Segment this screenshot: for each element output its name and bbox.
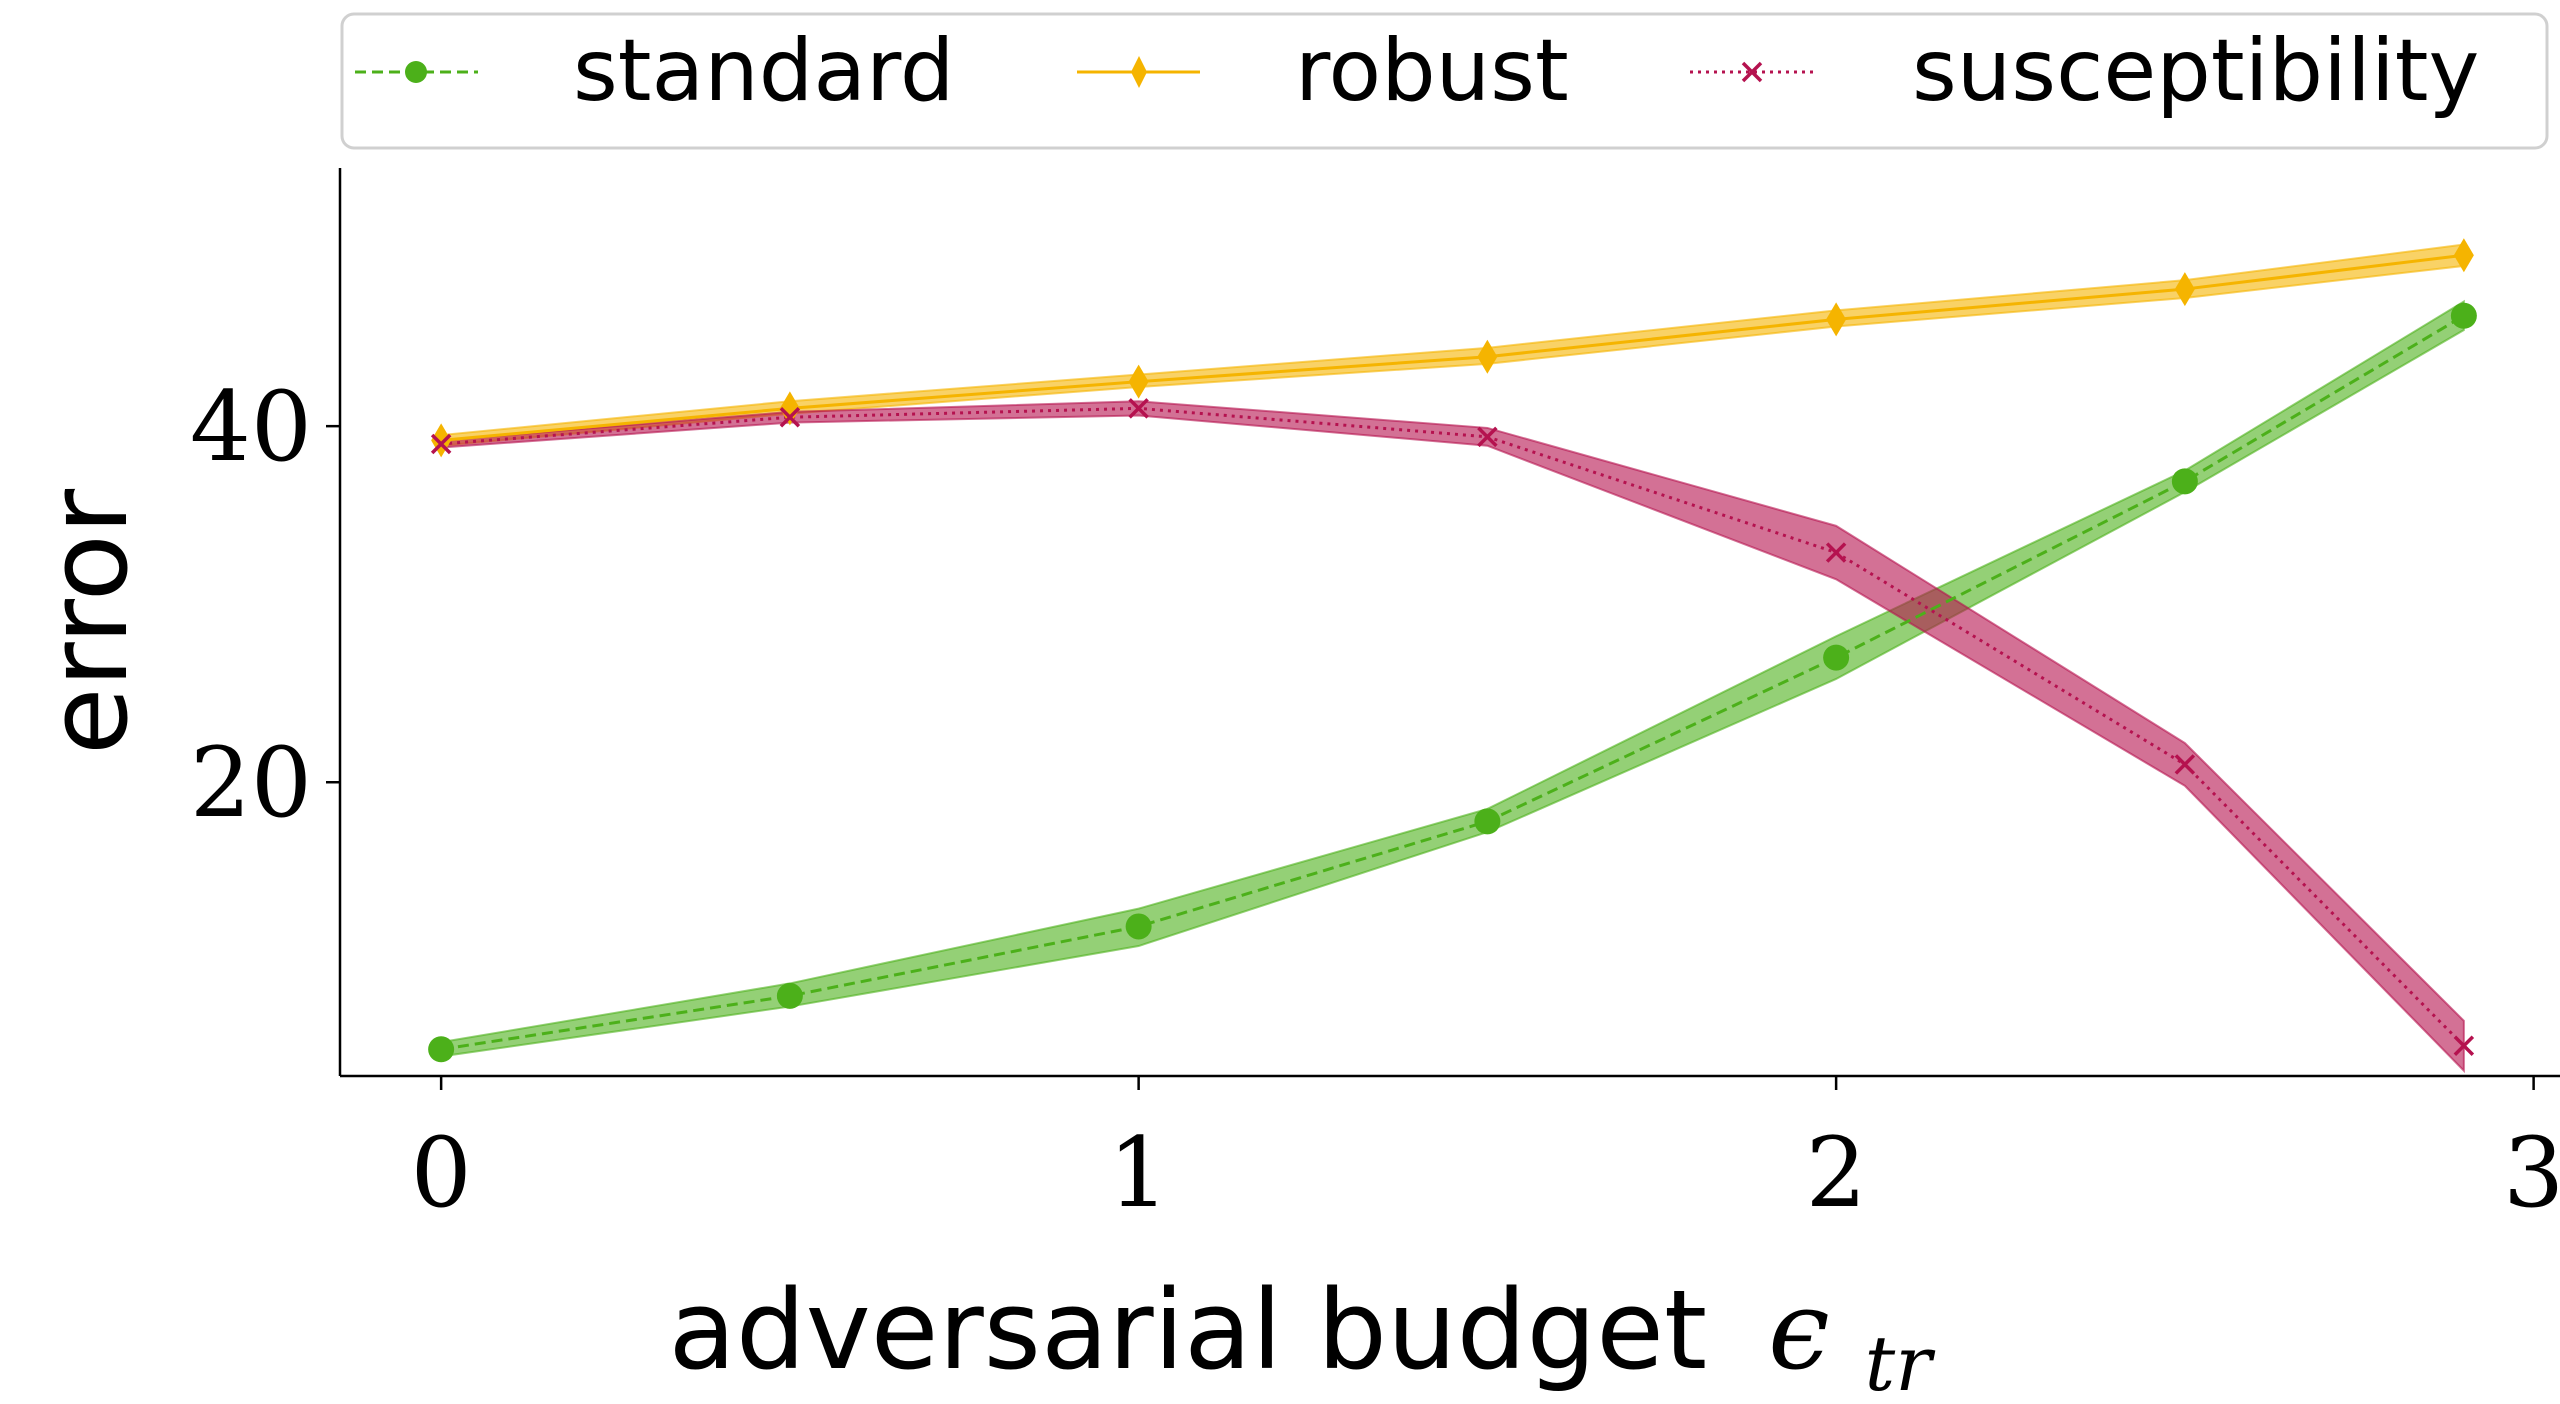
point-susceptibility (430, 433, 452, 455)
legend-marker-susceptibility (1741, 61, 1763, 83)
x-tick-label: 3 (2503, 1117, 2560, 1229)
legend-label-robust: robust (1295, 21, 1569, 121)
legend-frame (340, 12, 2549, 150)
legend-entry-robust: robust (1077, 21, 1569, 121)
point-susceptibility (2174, 754, 2196, 775)
x-tick-label: 2 (1806, 1117, 1867, 1229)
x-ticks: 0 1 2 3 (411, 1076, 2560, 1229)
point-susceptibility (779, 407, 801, 428)
legend-label-standard: standard (573, 21, 954, 121)
legend-entry-standard: standard (355, 21, 954, 121)
legend-label-susceptibility: susceptibility (1912, 21, 2479, 121)
point-susceptibility (2453, 1035, 2475, 1056)
point-susceptibility (1128, 398, 1149, 419)
point-standard (1823, 644, 1850, 671)
y-tick-label: 40 (190, 371, 312, 483)
x-axis-label: adversarial budget ϵ tr (668, 1266, 1936, 1404)
point-robust (1826, 302, 1847, 337)
legend: standard robust susceptibility (340, 12, 2549, 150)
x-axis-label-text: adversarial budget (668, 1266, 1707, 1394)
legend-marker-robust (1131, 56, 1147, 88)
y-axis-label: error (24, 488, 152, 755)
band-susceptibility (440, 400, 2465, 1074)
point-susceptibility (1477, 426, 1498, 448)
confidence-bands (440, 243, 2465, 1074)
point-standard (1474, 808, 1501, 835)
point-standard (2171, 468, 2198, 495)
point-standard (428, 1036, 455, 1063)
series-lines (440, 253, 2465, 1051)
series-markers (428, 238, 2477, 1063)
x-axis-label-symbol: ϵ (1768, 1266, 1830, 1394)
legend-entry-susceptibility: susceptibility (1690, 21, 2479, 121)
point-robust (2453, 238, 2474, 273)
point-standard (1125, 913, 1152, 940)
band-standard (440, 299, 2465, 1058)
point-standard (2450, 302, 2477, 329)
point-standard (776, 982, 803, 1009)
point-susceptibility (1825, 542, 1847, 563)
y-tick-label: 20 (190, 727, 312, 839)
point-robust (1477, 339, 1498, 374)
point-robust (1128, 364, 1149, 399)
point-robust (779, 391, 800, 426)
x-tick-label: 1 (1108, 1117, 1169, 1229)
legend-marker-standard (405, 61, 427, 83)
x-axis-label-subscript: tr (1865, 1319, 1937, 1404)
x-tick-label: 0 (411, 1117, 472, 1229)
point-robust (2174, 272, 2195, 307)
